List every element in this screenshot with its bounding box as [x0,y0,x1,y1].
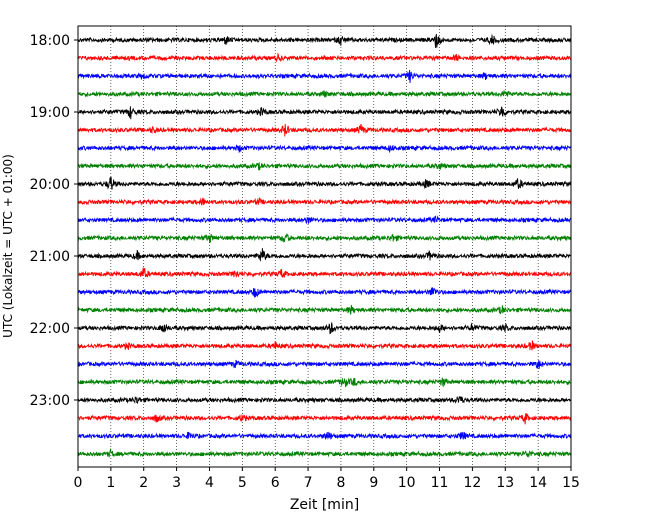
x-tick-label: 9 [369,475,378,491]
x-tick-label: 11 [431,475,449,491]
trace-1830 [77,69,572,84]
trace-2045 [77,233,572,243]
x-tick-label: 12 [463,475,481,491]
trace-2145 [77,304,572,315]
trace-2000 [77,176,572,190]
x-tick-label: 14 [529,475,547,491]
trace-2200 [77,322,571,335]
y-tick-label: 20:00 [30,177,70,193]
x-tick-label: 10 [398,475,416,491]
x-tick-label: 8 [336,475,345,491]
x-tick-label: 1 [106,475,115,491]
trace-2245 [77,377,572,388]
x-tick-label: 6 [271,475,280,491]
trace-2315 [77,413,572,425]
trace-1800 [77,33,572,48]
y-tick-label: 23:00 [30,393,70,409]
x-tick-label: 13 [496,475,514,491]
trace-2030 [77,215,572,225]
y-axis-label: UTC (Lokalzeit = UTC + 01:00) [1,154,15,338]
trace-1915 [77,123,572,137]
trace-2300 [77,395,572,405]
x-tick-label: 7 [304,475,313,491]
x-axis-label: Zeit [min] [290,497,359,513]
traces [77,33,572,458]
trace-2130 [77,287,572,298]
trace-1900 [77,106,572,120]
y-axis: 18:00 19:00 20:00 21:00 22:00 23:00 [30,33,78,409]
x-tick-label: 15 [562,475,580,491]
trace-1815 [77,52,572,63]
trace-2115 [77,267,572,279]
trace-1845 [77,90,572,98]
trace-1945 [77,162,572,171]
x-tick-label: 0 [74,475,83,491]
y-tick-label: 22:00 [30,321,70,337]
trace-2215 [77,340,572,351]
trace-2100 [77,248,572,262]
x-tick-label: 2 [139,475,148,491]
x-tick-label: 5 [238,475,247,491]
x-tick-label: 3 [172,475,181,491]
trace-2330 [77,431,572,440]
x-axis: 0 1 2 3 4 5 6 7 8 9 10 11 12 13 14 15 [74,467,580,491]
y-tick-label: 18:00 [30,33,70,49]
trace-1930 [77,144,572,154]
x-tick-label: 4 [205,475,214,491]
trace-2015 [77,196,572,206]
trace-2230 [77,359,572,369]
plot-frame [77,25,572,468]
trace-2345 [77,447,572,458]
y-tick-label: 19:00 [30,105,70,121]
y-tick-label: 21:00 [30,249,70,265]
